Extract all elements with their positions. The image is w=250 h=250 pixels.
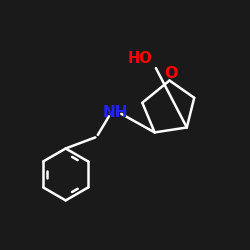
Text: O: O <box>164 66 177 81</box>
Text: HO: HO <box>128 51 152 66</box>
Text: NH: NH <box>102 105 128 120</box>
